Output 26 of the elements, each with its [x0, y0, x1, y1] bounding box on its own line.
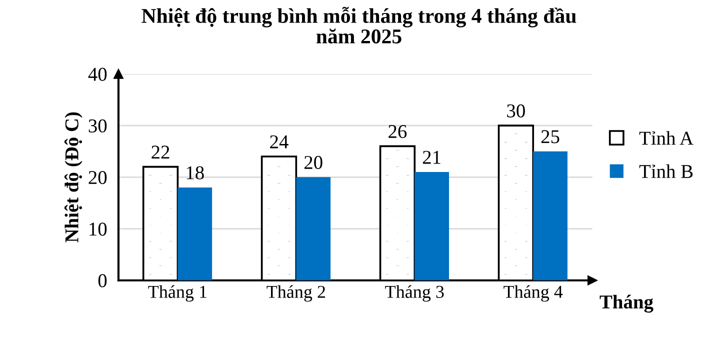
x-tick-label: Tháng 2	[266, 285, 326, 302]
bar	[414, 172, 449, 280]
data-label: 18	[186, 166, 204, 180]
data-label: 22	[152, 146, 170, 159]
data-label: 21	[422, 150, 440, 164]
chart-title: Nhiệt độ trung bình mỗi tháng trong 4 tháng đầu năm 2025	[142, 6, 576, 44]
data-label: 24	[270, 135, 288, 148]
x-tick-label: Tháng 1	[148, 285, 206, 302]
bar	[296, 177, 331, 280]
y-tick-label: 0	[98, 274, 107, 288]
data-label: 30	[507, 104, 525, 118]
data-label: 25	[541, 130, 560, 144]
y-tick-label: 20	[88, 170, 107, 184]
y-tick-label: 30	[88, 119, 107, 132]
x-axis-title: Tháng	[600, 294, 654, 313]
data-label: 20	[304, 156, 322, 170]
y-axis-title: Nhiệt độ (Độ C)	[64, 112, 82, 242]
bar	[533, 151, 568, 280]
data-label: 26	[388, 125, 407, 138]
bar	[178, 187, 212, 280]
x-tick-label: Tháng 3	[385, 285, 444, 302]
x-tick-label: Tháng 4	[504, 285, 563, 302]
y-tick-label: 40	[88, 68, 107, 81]
y-tick-label: 10	[90, 222, 107, 236]
legend-label: Tỉnh B	[639, 164, 693, 178]
legend-label: Tỉnh A	[639, 131, 694, 145]
